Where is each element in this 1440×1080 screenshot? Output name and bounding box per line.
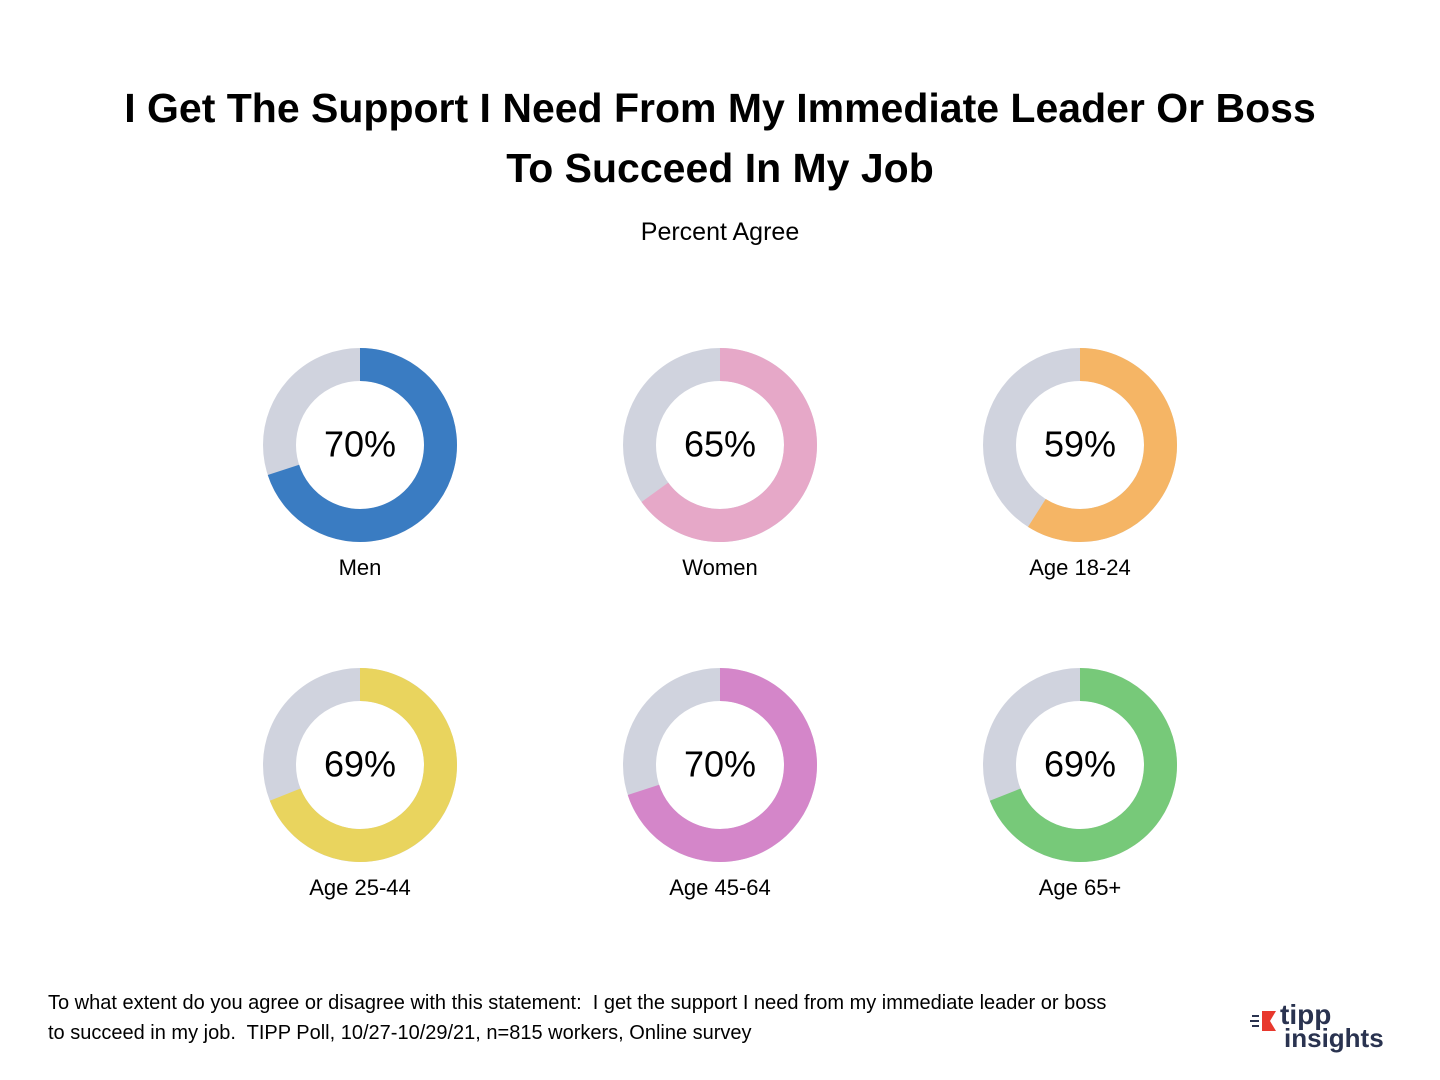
logo-text: tipp <box>1280 999 1332 1030</box>
value-label: 70% <box>684 744 756 785</box>
donut-segment <box>267 348 457 542</box>
donut-segment <box>627 668 817 862</box>
donut-segment <box>1028 348 1177 542</box>
donut-segment <box>989 668 1177 862</box>
value-label: 69% <box>324 744 396 785</box>
category-label: Age 65+ <box>1039 875 1122 900</box>
category-label: Age 25-44 <box>309 875 411 900</box>
category-label: Age 18-24 <box>1029 555 1131 580</box>
donut-segment <box>641 348 817 542</box>
value-label: 65% <box>684 424 756 465</box>
footnote: To what extent do you agree or disagree … <box>48 992 1112 1044</box>
logo-icon <box>1250 1011 1276 1031</box>
chart: 70% Men 65% Women 59% Age 18-24 69% Age 25-44 70… <box>263 348 1177 900</box>
chart-title: I Get The Support I Need From My Immedia… <box>124 85 1316 191</box>
category-label: Women <box>682 555 757 580</box>
donut-segment <box>269 668 457 862</box>
value-label: 70% <box>324 424 396 465</box>
value-label: 69% <box>1044 744 1116 785</box>
category-label: Men <box>339 555 382 580</box>
logo-text: insights <box>1284 1023 1384 1053</box>
chart-subtitle: Percent Agree <box>640 218 800 246</box>
value-label: 59% <box>1044 424 1116 465</box>
category-label: Age 45-64 <box>669 875 771 900</box>
